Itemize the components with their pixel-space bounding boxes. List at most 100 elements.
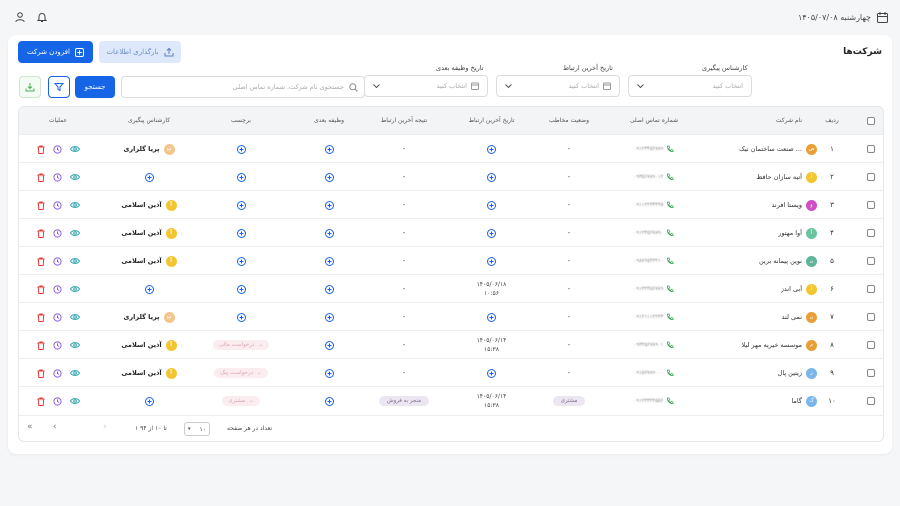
row-checkbox[interactable]: [867, 201, 875, 209]
add-contact-icon[interactable]: [487, 256, 496, 266]
add-expert-icon[interactable]: [144, 172, 154, 182]
last-page-icon[interactable]: «: [27, 422, 33, 432]
calendar-icon: [471, 82, 479, 90]
row-checkbox[interactable]: [867, 257, 875, 265]
row-checkbox[interactable]: [867, 397, 875, 405]
tag-badge[interactable]: درخواست پیک ⌄: [214, 368, 268, 378]
view-icon[interactable]: [69, 229, 80, 237]
next-task-filter-select[interactable]: انتخاب کنید: [364, 75, 488, 97]
view-icon[interactable]: [69, 257, 80, 265]
add-company-button[interactable]: افزودن شرکت: [18, 41, 93, 63]
add-task-icon[interactable]: [324, 256, 334, 266]
view-icon[interactable]: [69, 397, 80, 405]
phone-icon[interactable]: [666, 201, 674, 209]
view-icon[interactable]: [69, 313, 80, 321]
filter-button[interactable]: [48, 76, 70, 98]
history-icon[interactable]: [52, 256, 62, 266]
tag-badge[interactable]: مشتری ⌄: [222, 396, 260, 406]
delete-icon[interactable]: [37, 173, 45, 182]
view-icon[interactable]: [69, 369, 80, 377]
add-task-icon[interactable]: [324, 340, 334, 350]
add-tag-icon[interactable]: [236, 172, 246, 182]
search-input[interactable]: جستجوی نام شرکت، شماره تماس اصلی: [121, 76, 365, 98]
view-icon[interactable]: [69, 201, 80, 209]
next-page-icon[interactable]: ‹: [53, 422, 57, 432]
user-icon[interactable]: [14, 11, 26, 23]
add-tag-icon[interactable]: [236, 144, 246, 154]
add-contact-icon[interactable]: [487, 200, 496, 210]
add-tag-icon[interactable]: [236, 200, 246, 210]
add-contact-icon[interactable]: [487, 172, 496, 182]
phone-icon[interactable]: [666, 397, 674, 405]
download-button[interactable]: [19, 76, 41, 98]
row-checkbox[interactable]: [867, 173, 875, 181]
view-icon[interactable]: [69, 341, 80, 349]
bell-icon[interactable]: [36, 11, 48, 23]
add-task-icon[interactable]: [324, 172, 334, 182]
expert-filter-select[interactable]: انتخاب کنید: [628, 75, 752, 97]
delete-icon[interactable]: [37, 397, 45, 406]
phone-icon[interactable]: [666, 173, 674, 181]
tag-badge[interactable]: درخواست مالی ⌄: [212, 340, 270, 350]
phone-icon[interactable]: [666, 229, 674, 237]
add-tag-icon[interactable]: [236, 256, 246, 266]
add-tag-icon[interactable]: [236, 228, 246, 238]
add-contact-icon[interactable]: [487, 368, 496, 378]
row-checkbox[interactable]: [867, 313, 875, 321]
expert-name: آذین اسلامی: [121, 229, 162, 237]
phone-icon[interactable]: [666, 313, 674, 321]
delete-icon[interactable]: [37, 201, 45, 210]
add-contact-icon[interactable]: [487, 144, 496, 154]
add-contact-icon[interactable]: [487, 312, 496, 322]
upload-data-button[interactable]: بارگذاری اطلاعات: [99, 41, 181, 63]
select-all-checkbox[interactable]: [867, 116, 875, 125]
add-expert-icon[interactable]: [144, 396, 154, 406]
add-tag-icon[interactable]: [236, 284, 246, 294]
view-icon[interactable]: [69, 145, 80, 153]
history-icon[interactable]: [52, 284, 62, 294]
delete-icon[interactable]: [37, 285, 45, 294]
add-task-icon[interactable]: [324, 200, 334, 210]
history-icon[interactable]: [52, 144, 62, 154]
row-checkbox[interactable]: [867, 369, 875, 377]
add-task-icon[interactable]: [324, 312, 334, 322]
delete-icon[interactable]: [37, 229, 45, 238]
history-icon[interactable]: [52, 340, 62, 350]
add-contact-icon[interactable]: [487, 228, 496, 238]
row-checkbox[interactable]: [867, 229, 875, 237]
add-task-icon[interactable]: [324, 228, 334, 238]
phone-icon[interactable]: [666, 369, 674, 377]
prev-page-icon[interactable]: ›: [103, 422, 107, 432]
phone-icon[interactable]: [666, 341, 674, 349]
history-icon[interactable]: [52, 200, 62, 210]
add-task-icon[interactable]: [324, 284, 334, 294]
delete-icon[interactable]: [37, 145, 45, 154]
row-checkbox[interactable]: [867, 341, 875, 349]
history-icon[interactable]: [52, 396, 62, 406]
add-company-label: افزودن شرکت: [27, 48, 70, 56]
add-task-icon[interactable]: [324, 144, 334, 154]
history-icon[interactable]: [52, 172, 62, 182]
row-checkbox[interactable]: [867, 145, 875, 153]
delete-icon[interactable]: [37, 257, 45, 266]
history-icon[interactable]: [52, 368, 62, 378]
add-task-icon[interactable]: [324, 368, 334, 378]
phone-icon[interactable]: [666, 257, 674, 265]
search-button[interactable]: جستجو: [75, 76, 115, 98]
add-expert-icon[interactable]: [144, 284, 154, 294]
last-contact-filter-select[interactable]: انتخاب کنید: [496, 75, 620, 97]
delete-icon[interactable]: [37, 341, 45, 350]
delete-icon[interactable]: [37, 369, 45, 378]
history-icon[interactable]: [52, 312, 62, 322]
view-icon[interactable]: [69, 285, 80, 293]
add-tag-icon[interactable]: [236, 312, 246, 322]
phone-icon[interactable]: [666, 145, 674, 153]
view-icon[interactable]: [69, 173, 80, 181]
per-page-select[interactable]: ▾ ۱۰: [184, 422, 210, 436]
row-checkbox[interactable]: [867, 285, 875, 293]
add-task-icon[interactable]: [324, 396, 334, 406]
company-avatar: ن: [806, 255, 817, 267]
phone-icon[interactable]: [666, 285, 674, 293]
history-icon[interactable]: [52, 228, 62, 238]
delete-icon[interactable]: [37, 313, 45, 322]
